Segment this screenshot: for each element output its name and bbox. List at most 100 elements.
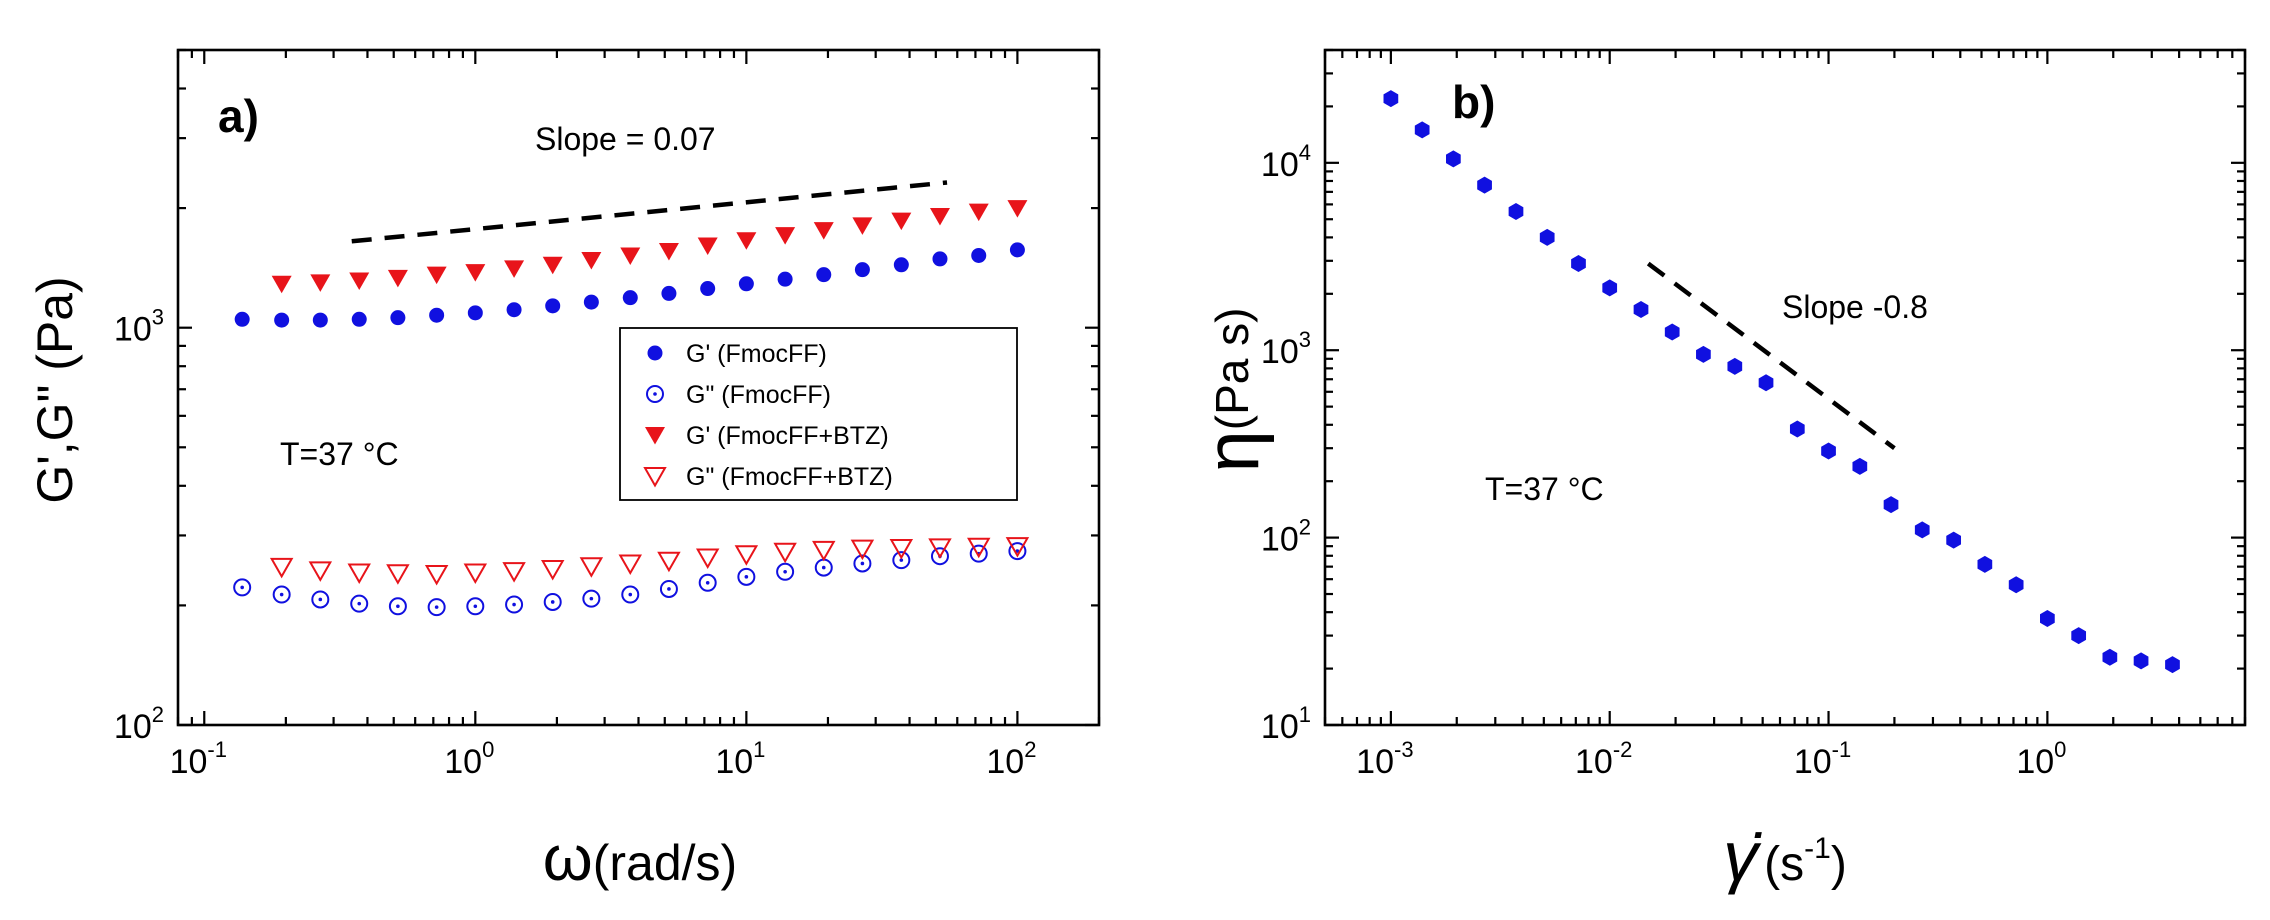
panel-b-data-point bbox=[1633, 300, 1649, 318]
panel-a-data-point bbox=[737, 567, 756, 586]
panel-a-data-point-dot bbox=[899, 558, 904, 562]
panel-a-data-point bbox=[312, 312, 328, 328]
panel-a-data-point bbox=[850, 539, 875, 561]
panel-a-data-point bbox=[775, 227, 796, 245]
panel-a-slope-line bbox=[351, 180, 948, 244]
panel-a-data-point-ring bbox=[582, 589, 601, 608]
panel-b-x-unit: (s bbox=[1764, 838, 1804, 891]
panel-a-data-point bbox=[347, 563, 371, 585]
panel-a-data-point bbox=[738, 276, 754, 292]
panel-a-data-point bbox=[465, 264, 486, 282]
panel-b-data-point bbox=[2133, 652, 2149, 670]
panel-a-data-point bbox=[581, 252, 602, 270]
panel-a-data-point-ring bbox=[621, 585, 640, 604]
panel-a-data-point bbox=[853, 554, 872, 573]
panel-a-data-point-ring bbox=[272, 585, 291, 604]
panel-a-data-point-ring bbox=[1008, 542, 1027, 561]
panel-b-plot-frame bbox=[1323, 48, 2247, 727]
panel-a-data-point bbox=[505, 595, 524, 614]
panel-a-series-2 bbox=[271, 200, 1028, 294]
panel-a-data-point-ring bbox=[892, 551, 911, 570]
panel-a-data-point bbox=[814, 558, 833, 577]
panel-a-data-point bbox=[658, 242, 679, 261]
panel-a-data-point-dot bbox=[667, 587, 671, 591]
panel-a-chart: 10-1 100 101 102 102 103 a) Slope = 0.07 T=37… bbox=[27, 48, 1101, 894]
panel-a-y-tick-label: 103 bbox=[114, 305, 164, 349]
legend-marker-2 bbox=[645, 427, 665, 445]
panel-a-data-point bbox=[579, 557, 604, 578]
panel-a-data-point bbox=[621, 585, 640, 604]
panel-a-data-point bbox=[813, 222, 834, 240]
panel-a-data-point bbox=[386, 564, 410, 585]
panel-a-data-point bbox=[773, 542, 797, 564]
panel-a-data-point bbox=[543, 592, 562, 611]
panel-b-x-unit-close: ) bbox=[1831, 838, 1847, 891]
panel-a-data-point-ring bbox=[311, 590, 330, 609]
panel-a-data-point-dot bbox=[318, 597, 323, 602]
panel-a-series-0 bbox=[234, 242, 1025, 328]
legend-marker-3 bbox=[643, 467, 667, 488]
panel-a-data-point bbox=[427, 598, 446, 617]
panel-a-data-point bbox=[582, 589, 601, 608]
panel-a-data-point-ring bbox=[698, 573, 717, 592]
panel-b-slope-annotation: Slope -0.8 bbox=[1782, 289, 1928, 325]
panel-b-data-point bbox=[1789, 420, 1805, 438]
panel-a-data-point bbox=[1007, 200, 1028, 218]
panel-a-data-point bbox=[463, 563, 488, 585]
panel-a-data-point bbox=[350, 594, 369, 613]
panel-a-x-tick-label: 101 bbox=[715, 737, 765, 781]
panel-a-data-point bbox=[852, 217, 873, 235]
legend-entry-g2-fmocff: G" (FmocFF) bbox=[686, 381, 831, 409]
panel-a-data-point bbox=[1008, 542, 1027, 561]
panel-a-data-point bbox=[1009, 242, 1025, 258]
panel-a-label: a) bbox=[218, 90, 259, 142]
panel-b-data-point bbox=[1883, 496, 1899, 514]
panel-a-data-point-dot bbox=[396, 604, 400, 609]
panel-a-data-point bbox=[424, 564, 449, 586]
panel-b-data-point bbox=[1727, 357, 1743, 375]
panel-b-y-tick-label: 103 bbox=[1261, 327, 1311, 371]
panel-a-y-tick-label: 102 bbox=[114, 702, 164, 746]
panel-a-x-tick-label: 10-1 bbox=[170, 737, 227, 781]
panel-a-data-point-dot bbox=[512, 602, 516, 607]
panel-b-x-tick-label: 10-1 bbox=[1794, 737, 1851, 781]
panel-a-data-point bbox=[695, 548, 720, 570]
panel-a-data-point bbox=[504, 260, 525, 278]
panel-a-data-point bbox=[968, 203, 989, 222]
panel-a-data-point-dot bbox=[860, 561, 865, 566]
panel-b-data-point bbox=[1571, 255, 1586, 273]
panel-a-data-point-dot bbox=[357, 601, 362, 606]
panel-a-legend: G' (FmocFF) G" (FmocFF) G' (FmocFF+BTZ) … bbox=[619, 327, 1018, 501]
panel-b-temperature-annotation: T=37 °C bbox=[1485, 471, 1604, 507]
panel-a-y-axis-title: G',G" (Pa) bbox=[27, 276, 83, 503]
panel-a-data-point bbox=[697, 237, 718, 256]
panel-a-data-point bbox=[661, 285, 677, 301]
panel-a-data-point-dot bbox=[279, 592, 284, 597]
panel-b-data-point bbox=[1477, 176, 1492, 194]
panel-a-series-3 bbox=[269, 537, 1030, 586]
panel-a-data-point-dot bbox=[821, 565, 826, 570]
legend-entry-g2-fmocff-btz: G" (FmocFF+BTZ) bbox=[686, 463, 893, 491]
shear-rate-symbol: γ̇ bbox=[1723, 817, 1762, 895]
panel-b-data-point bbox=[1539, 228, 1555, 246]
panel-b-data-point bbox=[1446, 150, 1461, 168]
panel-a-data-point bbox=[271, 275, 292, 294]
panel-a-data-point bbox=[269, 557, 294, 579]
panel-b-slope-line bbox=[1646, 261, 1896, 450]
panel-a-data-point bbox=[540, 559, 565, 581]
panel-b-x-axis-title: γ̇ (s-1) bbox=[1723, 817, 1847, 895]
panel-b-data-point bbox=[1602, 279, 1618, 297]
panel-a-data-point bbox=[889, 538, 914, 560]
omega-symbol: ω bbox=[543, 822, 593, 894]
panel-b-y-tick-label: 101 bbox=[1261, 702, 1311, 746]
panel-a-data-point bbox=[659, 579, 678, 598]
panel-a-data-point bbox=[311, 590, 330, 609]
panel-a-x-unit: (rad/s) bbox=[593, 835, 737, 891]
legend-entry-g1-fmocff: G' (FmocFF) bbox=[686, 340, 827, 368]
panel-a-data-point-dot bbox=[628, 592, 633, 597]
panel-a-data-point bbox=[349, 272, 370, 290]
panel-a-data-point bbox=[429, 307, 445, 323]
panel-b-data-point bbox=[1852, 457, 1868, 475]
panel-b-data-point bbox=[1414, 121, 1430, 139]
